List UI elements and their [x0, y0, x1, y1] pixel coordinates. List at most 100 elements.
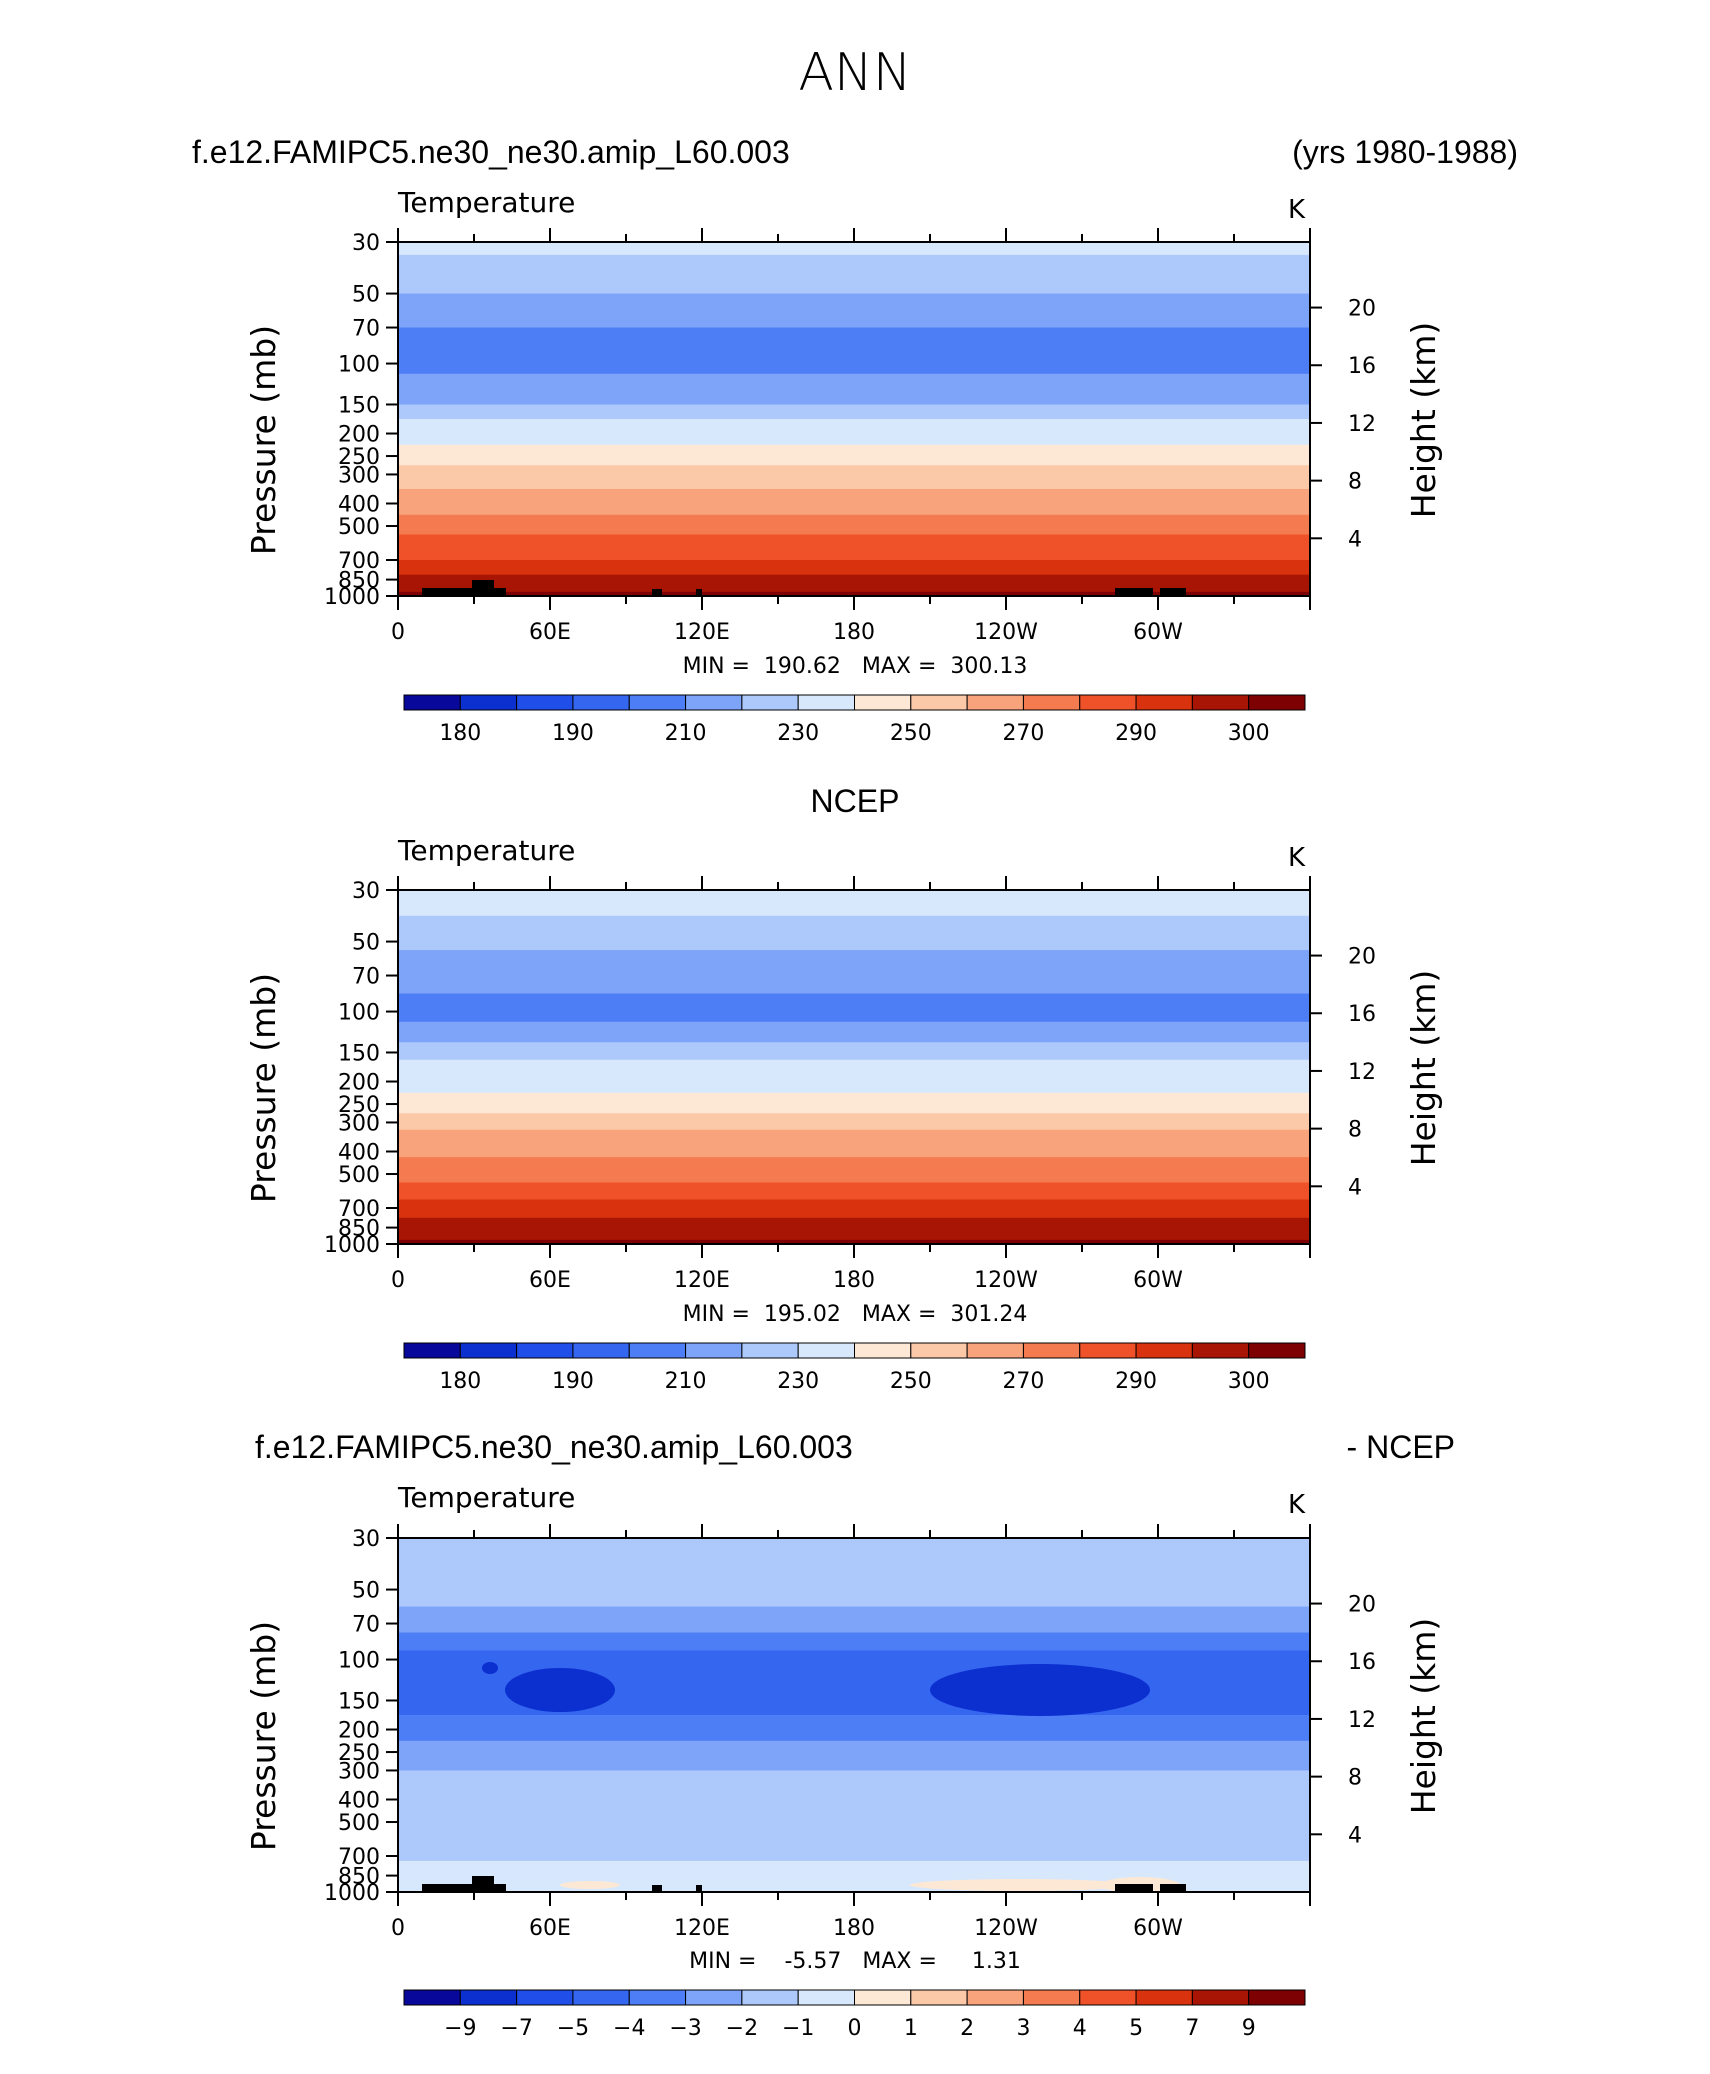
field-band	[398, 1550, 1310, 1565]
land-mask	[472, 1876, 494, 1892]
field-band	[398, 433, 1310, 440]
field-band	[398, 404, 1310, 413]
y-tick-label: 150	[338, 1041, 380, 1066]
field-band	[398, 1113, 1310, 1119]
field-band	[398, 1191, 1310, 1201]
field-band	[398, 1770, 1310, 1779]
field-band	[398, 280, 1310, 295]
x-tick-label: 60E	[529, 620, 571, 645]
panel-1-units: K	[1288, 195, 1306, 225]
land-mask	[494, 588, 506, 596]
y-tick-label: 400	[338, 492, 380, 517]
field-band	[398, 1032, 1310, 1043]
colorbar-box	[1022, 1342, 1081, 1359]
colorbar-box	[1191, 1342, 1250, 1359]
y-tick-label: 700	[338, 549, 380, 574]
panel-1-subtitle: Temperature	[397, 186, 575, 219]
field-band	[398, 1207, 1310, 1214]
field-band	[398, 1816, 1310, 1823]
colorbar-label: 250	[890, 721, 932, 746]
colorbar-box	[403, 1989, 461, 2006]
colorbar-label: 9	[1242, 2016, 1256, 2041]
y-tick-label: 70	[352, 1613, 380, 1638]
field-band	[398, 1108, 1310, 1114]
colorbar-box	[1191, 1989, 1250, 2006]
field-band	[398, 591, 1310, 597]
colorbar-label: −2	[726, 2016, 758, 2041]
field-band	[398, 1860, 1310, 1867]
y-right-tick-label: 12	[1348, 1060, 1376, 1085]
field-band	[398, 579, 1310, 585]
panel-3-colorbar: −9 −7 −5 −4 −3 −2 −1 0 1 2 3 4 5 7 9	[403, 1989, 1306, 2041]
field-band	[398, 1235, 1310, 1241]
field-band	[398, 526, 1310, 536]
colorbar-label: 190	[552, 1369, 594, 1394]
field-anomaly	[930, 1664, 1150, 1716]
colorbar-box	[628, 1342, 687, 1359]
colorbar-label: −9	[444, 2016, 476, 2041]
field-band	[398, 1700, 1310, 1709]
y-tick-label: 50	[352, 283, 380, 308]
colorbar-box	[403, 1342, 461, 1359]
y-tick-label: 70	[352, 317, 380, 342]
colorbar-label: 290	[1115, 1369, 1157, 1394]
y-right-tick-label: 4	[1348, 1823, 1362, 1848]
y-tick-label: 200	[338, 1071, 380, 1096]
field-band	[398, 1021, 1310, 1033]
panel-1-ylabel-right: Height (km)	[1404, 322, 1443, 519]
field-band	[398, 1615, 1310, 1625]
land-mask	[1160, 588, 1186, 596]
field-band	[398, 439, 1310, 446]
field-band	[398, 1182, 1310, 1192]
colorbar-box	[572, 1989, 630, 2006]
field-band	[398, 1042, 1310, 1054]
field-band	[398, 1589, 1310, 1599]
colorbar-label: 190	[552, 721, 594, 746]
field-band	[398, 319, 1310, 329]
land-mask	[472, 580, 494, 596]
land-mask	[652, 589, 662, 596]
field-band	[398, 1081, 1310, 1088]
field-band	[398, 481, 1310, 490]
field-band	[398, 1722, 1310, 1731]
field-band	[398, 1092, 1310, 1100]
colorbar-label: 300	[1228, 1369, 1270, 1394]
field-band	[398, 242, 1310, 256]
panel-2-units: K	[1288, 843, 1306, 873]
colorbar-box	[1022, 694, 1081, 711]
panel-3-ylabel: Pressure (mb)	[244, 1621, 283, 1851]
field-band	[398, 1777, 1310, 1786]
x-tick-label: 60W	[1133, 620, 1183, 645]
colorbar-label: 270	[1002, 721, 1044, 746]
field-band	[398, 1729, 1310, 1736]
y-tick-label: 250	[338, 1741, 380, 1766]
y-tick-label: 50	[352, 1579, 380, 1604]
x-tick-label: 60W	[1133, 1916, 1183, 1941]
colorbar-box	[797, 1989, 855, 2006]
field-band	[398, 302, 1310, 312]
y-tick-label: 1000	[324, 1881, 380, 1906]
colorbar-box	[1135, 1342, 1193, 1359]
colorbar-box	[854, 1342, 912, 1359]
colorbar-box	[1248, 694, 1306, 711]
colorbar-box	[1248, 1342, 1306, 1359]
land-mask	[696, 589, 702, 596]
x-tick-label: 180	[833, 1916, 875, 1941]
field-band	[398, 1059, 1310, 1068]
field-band	[398, 384, 1310, 395]
field-band	[398, 1231, 1310, 1237]
colorbar-box	[572, 694, 630, 711]
y-right-tick-label: 20	[1348, 945, 1376, 970]
x-tick-label: 120E	[674, 1268, 730, 1293]
field-band	[398, 1576, 1310, 1591]
field-band	[398, 564, 1310, 571]
colorbar-box	[910, 1989, 968, 2006]
field-anomaly	[482, 1662, 498, 1674]
y-tick-label: 300	[338, 1759, 380, 1784]
panel-3-title-left: f.e12.FAMIPC5.ne30_ne30.amip_L60.003	[255, 1429, 853, 1465]
y-tick-label: 200	[338, 1719, 380, 1744]
colorbar-box	[459, 1342, 518, 1359]
colorbar-box	[1135, 1989, 1193, 2006]
y-tick-label: 700	[338, 1845, 380, 1870]
